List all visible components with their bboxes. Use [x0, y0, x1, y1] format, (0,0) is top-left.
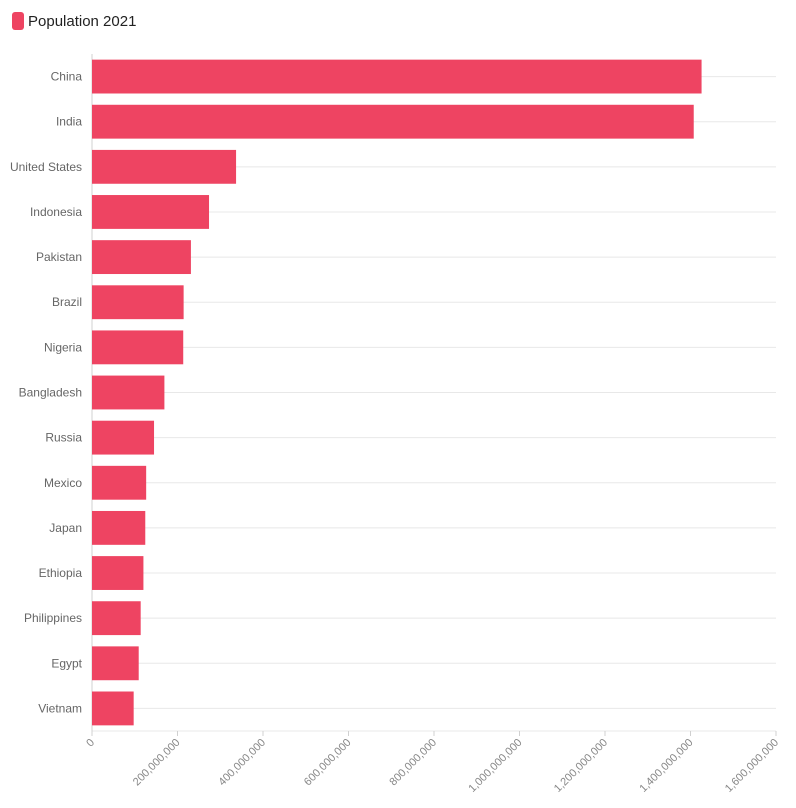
x-tick-label: 1,400,000,000 — [637, 737, 695, 795]
x-tick-label: 1,000,000,000 — [466, 737, 524, 795]
y-category-label: Ethiopia — [39, 566, 83, 580]
x-tick-label: 800,000,000 — [387, 737, 439, 789]
bar-egypt[interactable] — [92, 646, 139, 681]
y-category-label: Brazil — [52, 295, 82, 309]
x-tick-label: 1,200,000,000 — [552, 737, 610, 795]
x-tick-label: 0 — [84, 737, 97, 750]
legend-label: Population 2021 — [28, 12, 137, 30]
y-category-label: Pakistan — [36, 250, 82, 264]
x-tick-label: 200,000,000 — [131, 737, 183, 789]
bar-pakistan[interactable] — [92, 240, 191, 275]
bar-bangladesh[interactable] — [92, 375, 165, 410]
bar-china[interactable] — [92, 59, 702, 94]
legend-swatch-icon — [12, 12, 24, 30]
y-category-label: Egypt — [51, 656, 82, 670]
bar-vietnam[interactable] — [92, 691, 134, 726]
bar-japan[interactable] — [92, 510, 146, 545]
bar-philippines[interactable] — [92, 601, 141, 636]
y-category-label: Vietnam — [38, 701, 82, 715]
y-category-label: Philippines — [24, 611, 82, 625]
y-category-label: India — [56, 115, 82, 129]
y-category-label: Bangladesh — [19, 386, 82, 400]
y-category-label: China — [51, 70, 83, 84]
y-category-label: Mexico — [44, 476, 82, 490]
y-category-label: Russia — [45, 431, 82, 445]
bar-russia[interactable] — [92, 420, 155, 455]
y-category-label: Indonesia — [30, 205, 82, 219]
y-category-label: Nigeria — [44, 340, 82, 354]
bar-nigeria[interactable] — [92, 330, 184, 365]
x-tick-label: 400,000,000 — [216, 737, 268, 789]
bar-united-states[interactable] — [92, 149, 237, 184]
x-tick-label: 600,000,000 — [302, 737, 354, 789]
bar-mexico[interactable] — [92, 465, 147, 500]
legend[interactable]: Population 2021 — [12, 12, 136, 30]
bar-india[interactable] — [92, 104, 694, 139]
bar-indonesia[interactable] — [92, 195, 210, 229]
y-category-label: Japan — [49, 521, 82, 535]
bar-brazil[interactable] — [92, 285, 184, 320]
bar-ethiopia[interactable] — [92, 556, 144, 590]
x-tick-label: 1,600,000,000 — [723, 737, 781, 795]
y-category-label: United States — [10, 160, 82, 174]
